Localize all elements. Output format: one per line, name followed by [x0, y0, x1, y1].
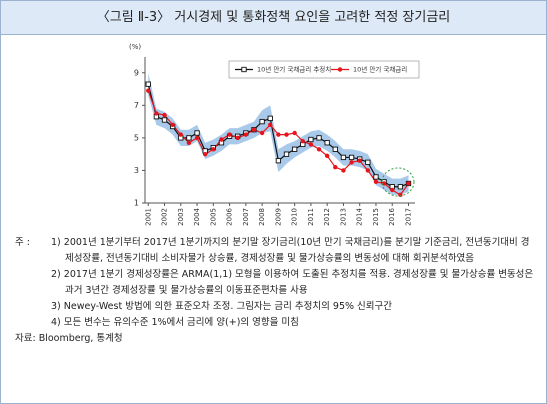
marker: [349, 160, 354, 165]
marker: [146, 88, 151, 93]
marker: [365, 159, 371, 165]
y-tick-label: 7: [134, 101, 139, 110]
marker: [267, 115, 273, 121]
x-tick-label: 2001: [144, 208, 152, 226]
marker: [324, 153, 330, 158]
legend-marker: [241, 66, 247, 73]
confidence-band: [148, 72, 409, 195]
chart: (%) 1 3 5 7 9 2001 2002 2003 2004 2005 2006 2007 200…: [129, 43, 420, 226]
marker: [284, 132, 289, 137]
x-tick-label: 2017: [404, 208, 412, 226]
marker: [154, 111, 159, 116]
marker: [357, 158, 362, 163]
marker: [398, 192, 403, 198]
marker: [186, 140, 192, 145]
marker: [268, 122, 273, 128]
marker: [292, 130, 297, 136]
marker: [194, 135, 200, 141]
marker: [219, 137, 224, 142]
legend-marker: [337, 67, 343, 72]
x-tick-label: 2009: [274, 208, 282, 226]
note: 2) 2017년 1분기 경제성장률은 ARMA(1,1) 모형을 이용하여 도…: [51, 269, 534, 296]
marker: [340, 154, 347, 161]
marker: [324, 140, 330, 146]
legend-box: [228, 60, 420, 79]
marker: [161, 117, 168, 123]
marker: [373, 179, 379, 185]
marker: [227, 132, 232, 137]
marker: [332, 146, 338, 152]
marker: [365, 168, 371, 173]
marker: [348, 154, 355, 161]
marker: [406, 181, 411, 186]
notes: 주 : 1) 2001년 1분기부터 2017년 1분기까지의 분기말 장기금리(…: [15, 235, 537, 347]
x-tick-label: 2008: [258, 208, 266, 226]
marker: [275, 158, 282, 164]
marker: [341, 168, 346, 173]
marker: [162, 112, 167, 118]
note: 4) 모든 변수는 유의수준 1%에서 금리에 양(+)의 영향을 미침: [51, 317, 299, 328]
y-axis-label: (%): [129, 43, 141, 51]
title: 〈그림 Ⅱ-3〉 거시경제 및 통화정책 요인을 고려한 적정 장기금리: [1, 1, 546, 35]
marker: [308, 136, 314, 143]
marker: [316, 147, 322, 152]
y-tick-label: 5: [134, 133, 139, 142]
marker: [381, 181, 387, 186]
marker: [300, 138, 305, 144]
marker: [186, 135, 192, 141]
marker: [259, 118, 265, 125]
legend-label: 10년 만기 국채금리 추정치: [257, 65, 331, 74]
marker: [251, 127, 257, 132]
marker: [259, 130, 265, 136]
marker: [308, 142, 314, 147]
y-tick-label: 9: [134, 68, 139, 77]
y-tick-label: 3: [134, 166, 139, 175]
y-tick-label: 1: [134, 199, 139, 208]
marker: [397, 184, 404, 190]
marker: [390, 187, 395, 193]
marker: [291, 146, 298, 152]
x-tick-label: 2007: [242, 208, 250, 226]
marker: [170, 122, 175, 128]
marker: [145, 81, 151, 87]
marker: [194, 130, 200, 136]
x-tick-label: 2016: [388, 207, 396, 225]
x-tick-label: 2010: [291, 208, 299, 226]
note: 3) Newey-West 방법에 의한 표준오차 조정. 그림자는 금리 추정…: [51, 301, 393, 312]
source: 자료: Bloomberg, 통계청: [15, 333, 123, 344]
marker: [202, 151, 208, 157]
x-tick-label: 2012: [323, 208, 331, 226]
notes-label: 주 :: [15, 237, 30, 248]
x-tick-label: 2004: [193, 207, 201, 225]
marker: [178, 132, 183, 137]
x-tick-label: 2011: [307, 208, 315, 226]
x-tick-label: 2014: [356, 207, 364, 225]
x-tick-label: 2002: [161, 208, 169, 226]
marker: [316, 135, 322, 141]
marker: [235, 135, 240, 141]
x-tick-label: 2003: [177, 208, 185, 226]
highlight-circle: [381, 167, 415, 197]
note: 1) 2001년 1분기부터 2017년 1분기까지의 분기말 장기금리(10년…: [51, 237, 530, 264]
marker: [211, 147, 216, 152]
marker: [373, 174, 379, 180]
marker: [276, 132, 281, 137]
marker: [243, 132, 249, 137]
x-tick-label: 2005: [209, 208, 217, 226]
x-tick-label: 2015: [372, 208, 380, 226]
x-tick-label: 2013: [339, 208, 347, 226]
x-tick-label: 2006: [226, 207, 234, 225]
legend-label: 10년 만기 국채금리: [353, 65, 407, 74]
marker: [283, 151, 290, 157]
marker: [333, 164, 338, 170]
